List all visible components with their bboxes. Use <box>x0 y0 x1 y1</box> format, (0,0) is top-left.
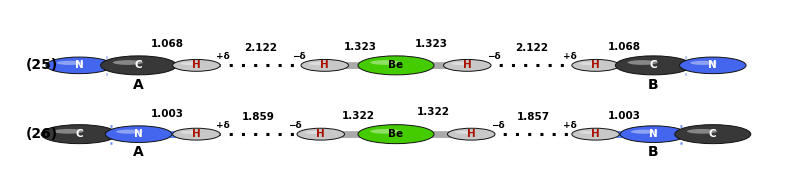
Ellipse shape <box>444 60 491 71</box>
Text: 1.322: 1.322 <box>342 111 375 121</box>
Ellipse shape <box>41 125 117 144</box>
Text: N: N <box>134 129 143 139</box>
Ellipse shape <box>56 61 83 65</box>
Text: A: A <box>133 78 144 92</box>
Ellipse shape <box>305 131 324 134</box>
Ellipse shape <box>572 60 619 71</box>
Ellipse shape <box>370 129 401 134</box>
Ellipse shape <box>687 129 718 134</box>
Text: −δ: −δ <box>490 121 505 130</box>
Ellipse shape <box>358 125 434 144</box>
Ellipse shape <box>53 129 84 134</box>
Ellipse shape <box>627 60 658 65</box>
Ellipse shape <box>630 130 657 134</box>
Text: 1.323: 1.323 <box>344 42 377 52</box>
Text: N: N <box>708 60 718 70</box>
Ellipse shape <box>116 130 143 134</box>
Text: +δ: +δ <box>562 52 577 61</box>
Ellipse shape <box>680 57 746 74</box>
Ellipse shape <box>451 62 470 65</box>
Ellipse shape <box>297 128 345 140</box>
Text: B: B <box>648 78 659 92</box>
Text: H: H <box>320 60 329 70</box>
Ellipse shape <box>112 60 143 65</box>
Text: +δ: +δ <box>562 121 577 130</box>
Text: C: C <box>649 60 657 70</box>
Ellipse shape <box>309 62 328 65</box>
Text: (25): (25) <box>25 58 58 72</box>
Text: Be: Be <box>388 60 404 70</box>
Text: 1.068: 1.068 <box>608 42 641 52</box>
Text: 1.322: 1.322 <box>417 107 450 117</box>
Ellipse shape <box>370 60 401 65</box>
Text: Be: Be <box>388 129 404 139</box>
Text: −δ: −δ <box>486 52 501 61</box>
Ellipse shape <box>301 60 348 71</box>
Text: C: C <box>709 129 717 139</box>
Ellipse shape <box>181 62 200 65</box>
Text: −δ: −δ <box>291 52 306 61</box>
Ellipse shape <box>455 131 474 134</box>
Ellipse shape <box>620 126 687 142</box>
Ellipse shape <box>572 128 619 140</box>
Text: A: A <box>133 145 144 159</box>
Text: H: H <box>192 129 201 139</box>
Ellipse shape <box>181 131 200 134</box>
Text: 1.323: 1.323 <box>415 39 448 49</box>
Ellipse shape <box>615 56 691 75</box>
Text: 1.859: 1.859 <box>242 112 275 122</box>
Text: +δ: +δ <box>215 121 230 130</box>
Ellipse shape <box>46 57 112 74</box>
Text: (26): (26) <box>25 127 58 141</box>
Text: H: H <box>466 129 476 139</box>
Ellipse shape <box>580 131 599 134</box>
Text: H: H <box>192 60 201 70</box>
Text: B: B <box>648 145 659 159</box>
Text: H: H <box>316 129 326 139</box>
Text: 1.068: 1.068 <box>151 39 184 49</box>
Ellipse shape <box>101 56 177 75</box>
Ellipse shape <box>690 61 717 65</box>
Text: H: H <box>591 60 600 70</box>
Text: 1.857: 1.857 <box>517 112 550 122</box>
Text: C: C <box>135 60 143 70</box>
Ellipse shape <box>173 128 220 140</box>
Text: +δ: +δ <box>215 52 230 61</box>
Text: 2.122: 2.122 <box>515 43 548 53</box>
Ellipse shape <box>105 126 172 142</box>
Text: 1.003: 1.003 <box>151 109 184 119</box>
Text: N: N <box>649 129 658 139</box>
Ellipse shape <box>580 62 599 65</box>
Text: −δ: −δ <box>287 121 302 130</box>
Text: 1.003: 1.003 <box>608 111 641 121</box>
Text: H: H <box>463 60 472 70</box>
Ellipse shape <box>675 125 751 144</box>
Text: H: H <box>591 129 600 139</box>
Text: 2.122: 2.122 <box>244 43 277 53</box>
Ellipse shape <box>447 128 495 140</box>
Text: N: N <box>74 60 84 70</box>
Text: C: C <box>75 129 83 139</box>
Ellipse shape <box>173 60 220 71</box>
Ellipse shape <box>358 56 434 75</box>
